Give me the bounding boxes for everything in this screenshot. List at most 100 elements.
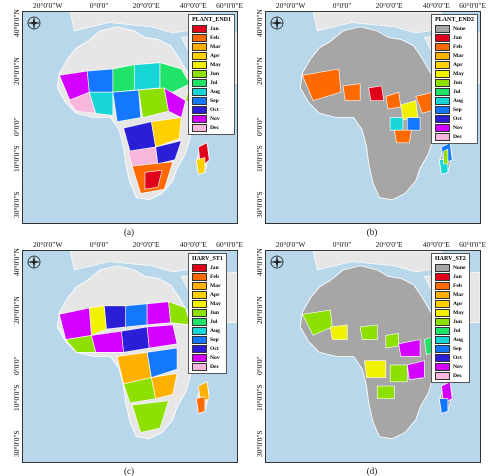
legend-swatch [435, 344, 450, 353]
legend-label: Dec [210, 363, 220, 370]
legend-item: Feb [192, 33, 231, 42]
legend-swatch [435, 281, 450, 290]
legend-label: None [453, 25, 466, 32]
legend-item: Feb [192, 272, 223, 281]
legend-label: Jun [210, 309, 220, 316]
latitude-tick: 0°0'0" [255, 356, 264, 375]
legend-label: Nov [453, 124, 463, 131]
legend-title: PLANT_END1 [192, 17, 232, 23]
legend-swatch [192, 263, 207, 272]
region-jun [385, 332, 400, 349]
legend-item: Mar [192, 281, 223, 290]
legend-swatch [192, 60, 207, 69]
legend-label: May [210, 300, 221, 307]
region-may [364, 360, 387, 378]
legend-item: Jul [435, 326, 466, 335]
legend-swatch [435, 272, 450, 281]
legend-item: Jun [192, 308, 223, 317]
legend-label: Sep [210, 336, 219, 343]
legend-label: Sep [210, 97, 219, 104]
legend-swatch [192, 353, 207, 362]
legend-item: Mar [435, 51, 474, 60]
legend-item: Oct [435, 114, 474, 123]
latitude-tick: 10°0'0"S [12, 383, 21, 411]
legend-swatch [435, 362, 450, 371]
legend-swatch [435, 263, 450, 272]
latitude-tick: 20°0'0"N [255, 296, 264, 325]
legend-label: Sep [453, 345, 462, 352]
panel-caption: (a) [124, 227, 134, 237]
legend-item: Aug [435, 96, 474, 105]
region-jan [144, 169, 163, 190]
legend-label: Oct [210, 345, 219, 352]
legend-swatch [192, 362, 207, 371]
legend-label: Apr [210, 291, 220, 298]
legend: PLANT_END2 None Jan Feb Mar Apr May Jun Jul Aug Se… [431, 14, 479, 144]
legend-label: Aug [453, 336, 463, 343]
region-jun [359, 324, 378, 340]
legend-label: Feb [453, 43, 463, 50]
legend-item: Jan [435, 33, 474, 42]
region-nov [146, 301, 172, 326]
europe-landmass [69, 251, 199, 273]
legend: PLANT_END1 Jan Feb Mar Apr May Jun Jul Aug Sep Oct… [188, 14, 236, 135]
region-jun [376, 385, 395, 400]
region-apr [151, 117, 182, 148]
legend-swatch [192, 123, 207, 132]
latitude-tick: 20°0'0"N [255, 57, 264, 86]
region-jul [159, 62, 191, 93]
legend-item: Nov [192, 353, 223, 362]
longitude-tick: 0°0'0" [89, 1, 109, 10]
legend-swatch [192, 344, 207, 353]
region-nov [398, 339, 421, 357]
legend-swatch [192, 281, 207, 290]
europe-landmass [312, 251, 442, 273]
region-sep [406, 117, 421, 131]
latitude-tick: 30°0'0"S [255, 191, 264, 218]
north-arrow-icon [26, 254, 42, 270]
region-aug [133, 62, 161, 91]
longitude-tick: 60°0'0"E [216, 240, 244, 249]
legend-swatch [435, 78, 450, 87]
legend-swatch [435, 60, 450, 69]
legend-label: Jan [453, 34, 462, 41]
longitude-tick: 0°0'0" [89, 240, 109, 249]
legend-item: Aug [192, 87, 231, 96]
legend-label: Mar [210, 43, 221, 50]
legend-item: May [435, 308, 466, 317]
legend-label: Feb [453, 282, 463, 289]
legend-label: Dec [210, 124, 220, 131]
legend-swatch [192, 33, 207, 42]
legend: HARV_ST2 None Jan Feb Mar Apr May Jun Jul Aug Sep O… [431, 253, 470, 383]
legend-item: Dec [435, 132, 474, 141]
legend-label: Apr [453, 300, 463, 307]
legend-swatch [435, 87, 450, 96]
legend-swatch [192, 105, 207, 114]
legend-item: Apr [435, 60, 474, 69]
legend-label: Nov [210, 354, 220, 361]
legend-label: Sep [453, 106, 462, 113]
latitude-tick: 40°0'0"N [255, 8, 264, 37]
region-feb [301, 68, 342, 102]
legend-swatch [192, 272, 207, 281]
longitude-tick: 20°0'0"E [375, 240, 403, 249]
legend-item: Jan [192, 24, 231, 33]
region-oct [155, 140, 182, 165]
legend-label: Nov [453, 363, 463, 370]
legend-swatch [435, 114, 450, 123]
legend-label: Jan [210, 264, 219, 271]
latitude-tick: 40°0'0"N [12, 8, 21, 37]
legend-label: Jan [453, 273, 462, 280]
legend-item: Mar [192, 42, 231, 51]
latitude-tick: 30°0'0"S [12, 191, 21, 218]
legend-item: Apr [192, 51, 231, 60]
legend-item: Oct [192, 105, 231, 114]
legend-swatch [435, 132, 450, 141]
region-sep [146, 347, 178, 379]
legend-swatch [435, 69, 450, 78]
latitude-tick: 40°0'0"N [255, 247, 264, 276]
legend-swatch [192, 326, 207, 335]
region-sep [438, 398, 449, 414]
legend-item: Feb [435, 281, 466, 290]
europe-landmass [69, 12, 199, 34]
